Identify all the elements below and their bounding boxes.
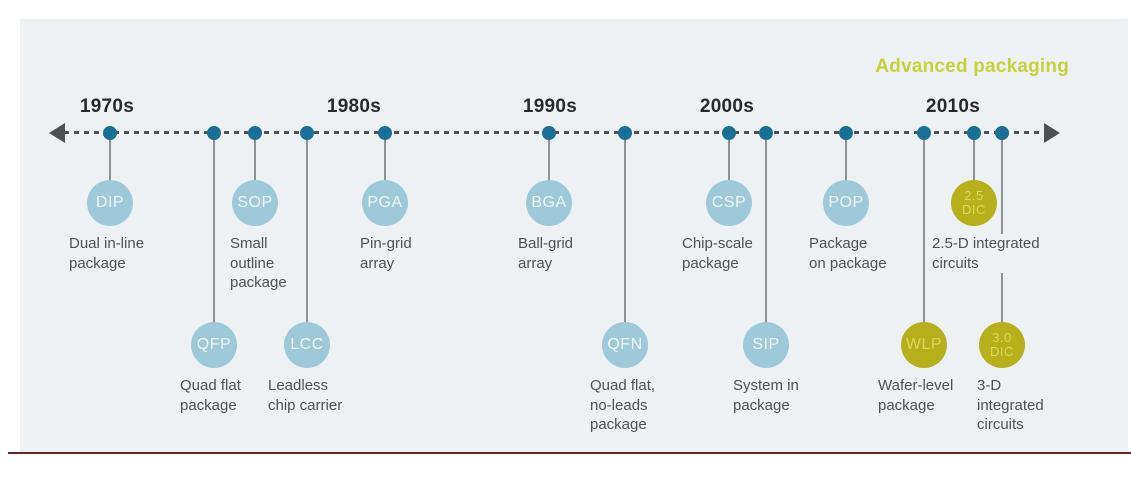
node-pop-circle: POP (823, 180, 869, 226)
node-sip-circle: SIP (743, 322, 789, 368)
decade-label-1980s: 1980s (326, 96, 382, 117)
timeline-dot-pga (378, 126, 392, 140)
node-sip-stem (765, 139, 767, 324)
node-bga-stem (548, 139, 550, 182)
timeline-arrow-left-icon (49, 123, 65, 143)
timeline-dot-qfn (618, 126, 632, 140)
node-pga-circle: PGA (362, 180, 408, 226)
advanced-packaging-label: Advanced packaging (875, 56, 1069, 77)
node-bga-circle: BGA (526, 180, 572, 226)
node-dip-stem (109, 139, 111, 182)
node-qfp-circle: QFP (191, 322, 237, 368)
node-dic25-circle: 2.5 DIC (951, 180, 997, 226)
decade-label-1970s: 1970s (79, 96, 135, 117)
node-csp-stem (728, 139, 730, 182)
node-dic25-label: 2.5-D integrated circuits (932, 234, 1040, 273)
node-dip-label: Dual in-line package (69, 234, 145, 273)
node-qfn-stem (624, 139, 626, 324)
bottom-rule (8, 452, 1131, 454)
timeline-dot-wlp (917, 126, 931, 140)
node-sop-label: Small outline package (230, 234, 287, 293)
node-lcc-circle: LCC (284, 322, 330, 368)
node-pga-label: Pin-grid array (360, 234, 412, 273)
timeline-dot-qfp (207, 126, 221, 140)
node-qfn-label: Quad flat, no-leads package (590, 376, 656, 435)
node-dip-circle: DIP (87, 180, 133, 226)
node-pop-stem (845, 139, 847, 182)
node-bga-label: Ball-grid array (518, 234, 574, 273)
node-csp-circle: CSP (706, 180, 752, 226)
timeline-dot-csp (722, 126, 736, 140)
node-sip-label: System in package (733, 376, 799, 415)
node-wlp-stem (923, 139, 925, 324)
decade-label-1990s: 1990s (522, 96, 578, 117)
timeline-dot-lcc (300, 126, 314, 140)
timeline-dot-bga (542, 126, 556, 140)
node-qfn-circle: QFN (602, 322, 648, 368)
node-dic30-stem (1001, 139, 1003, 324)
node-sop-stem (254, 139, 256, 182)
timeline-dot-dic25 (967, 126, 981, 140)
node-dic30-label: 3-D integrated circuits (977, 376, 1044, 435)
decade-label-2000s: 2000s (699, 96, 755, 117)
timeline-dot-sip (759, 126, 773, 140)
timeline-dot-sop (248, 126, 262, 140)
node-wlp-label: Wafer-level package (878, 376, 954, 415)
timeline-dot-dic30 (995, 126, 1009, 140)
node-lcc-stem (306, 139, 308, 324)
node-pop-label: Package on package (809, 234, 887, 273)
node-pga-stem (384, 139, 386, 182)
timeline-dot-pop (839, 126, 853, 140)
node-dic25-stem (973, 139, 975, 182)
node-sop-circle: SOP (232, 180, 278, 226)
node-wlp-circle: WLP (901, 322, 947, 368)
node-qfp-label: Quad flat package (180, 376, 241, 415)
node-lcc-label: Leadless chip carrier (268, 376, 343, 415)
timeline-arrow-right-icon (1044, 123, 1060, 143)
node-dic30-circle: 3.0 DIC (979, 322, 1025, 368)
node-csp-label: Chip-scale package (682, 234, 753, 273)
node-qfp-stem (213, 139, 215, 324)
timeline-dot-dip (103, 126, 117, 140)
decade-label-2010s: 2010s (925, 96, 981, 117)
